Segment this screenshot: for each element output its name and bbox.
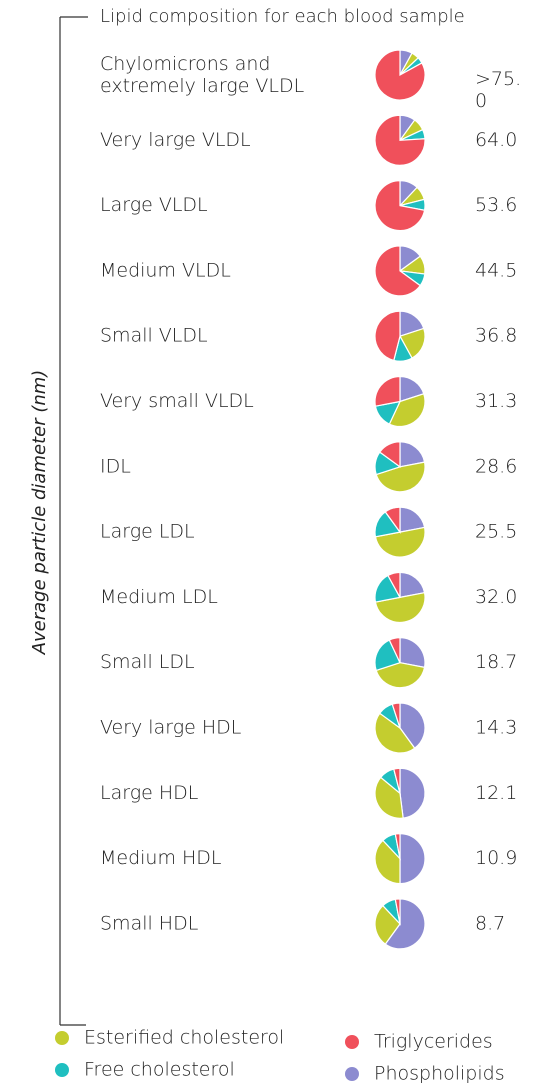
chart-title: Lipid composition for each blood sample — [100, 6, 465, 27]
pie-slice — [374, 114, 426, 166]
legend-label: Phospholipids — [374, 1063, 505, 1085]
diameter-label: 8.7 — [475, 912, 505, 934]
row-label: Small VLDL — [100, 325, 208, 347]
pie-slice — [388, 393, 426, 428]
pie-slice — [384, 898, 426, 950]
row-label-line: Chylomicrons and — [100, 53, 270, 75]
diameter-label: 44.5 — [475, 259, 517, 281]
pie-slice — [374, 179, 426, 232]
diameter-line: 0 — [475, 90, 487, 112]
legend-swatch — [55, 1031, 69, 1045]
pie-slice — [374, 375, 401, 407]
row-label: Small LDL — [100, 651, 195, 673]
row-label: Very large VLDL — [100, 129, 251, 151]
diameter-label: 36.8 — [475, 325, 517, 347]
row-label: IDL — [100, 455, 131, 477]
pie-slice — [374, 839, 401, 885]
row-label: Small HDL — [100, 912, 198, 934]
row-label: Chylomicrons and extremely large VLDL — [100, 53, 304, 97]
pie-slice — [387, 571, 401, 598]
diameter-label: 32.0 — [475, 586, 517, 608]
diameter-label: >75. 0 — [475, 68, 521, 112]
pie-slice — [399, 832, 426, 885]
pie-slice — [384, 506, 401, 534]
row-label: Medium VLDL — [100, 259, 231, 281]
row-label: Large VLDL — [100, 194, 208, 216]
pie-slice — [399, 571, 426, 599]
pie-slice — [399, 327, 426, 359]
pie-slice — [399, 702, 426, 750]
row-label: Large LDL — [100, 521, 195, 543]
diameter-label: 14.3 — [475, 717, 517, 739]
pie-slice — [394, 832, 401, 859]
legend-swatch — [345, 1035, 359, 1049]
pie-slice — [374, 639, 401, 672]
row-label: Very small VLDL — [100, 390, 254, 412]
pie-slice — [374, 776, 404, 819]
pie-slice — [399, 506, 426, 533]
diameter-label: 31.3 — [475, 390, 517, 412]
diameter-label: 25.5 — [475, 521, 517, 543]
pie-slice — [374, 712, 416, 754]
pie-slice — [378, 441, 401, 468]
row-label: Large HDL — [100, 782, 198, 804]
legend-swatch — [55, 1063, 69, 1077]
pie-slice — [399, 767, 426, 819]
pie-slice — [391, 702, 401, 729]
pie-slice — [399, 441, 426, 468]
row-label: Very large HDL — [100, 717, 241, 739]
diameter-label: 18.7 — [475, 651, 517, 673]
diameter-label: 53.6 — [475, 194, 517, 216]
pie-slice — [375, 461, 426, 493]
pie-slice — [374, 49, 426, 101]
pie-slice — [374, 245, 422, 297]
row-label: Medium HDL — [100, 847, 222, 869]
pie-slice — [374, 310, 401, 362]
legend-label: Free cholesterol — [84, 1059, 235, 1081]
row-label: Medium LDL — [100, 586, 218, 608]
pie-slice — [374, 904, 401, 945]
pie-slice — [394, 898, 401, 925]
pie-slice — [388, 637, 401, 663]
legend-swatch — [345, 1067, 359, 1081]
pie-slice — [399, 637, 426, 669]
legend-label: Esterified cholesterol — [84, 1027, 284, 1049]
pie-slice — [375, 662, 426, 689]
diameter-label: 12.1 — [475, 782, 517, 804]
diameter-line: >75. — [475, 68, 521, 90]
row-label-line: extremely large VLDL — [100, 75, 304, 97]
diameter-label: 10.9 — [475, 847, 517, 869]
pie-slice — [393, 767, 401, 794]
diameter-label: 28.6 — [475, 455, 517, 477]
legend-label: Triglycerides — [374, 1031, 493, 1053]
diameter-label: 64.0 — [475, 129, 517, 151]
y-axis-label: Average particle diameter (nm) — [29, 370, 50, 656]
